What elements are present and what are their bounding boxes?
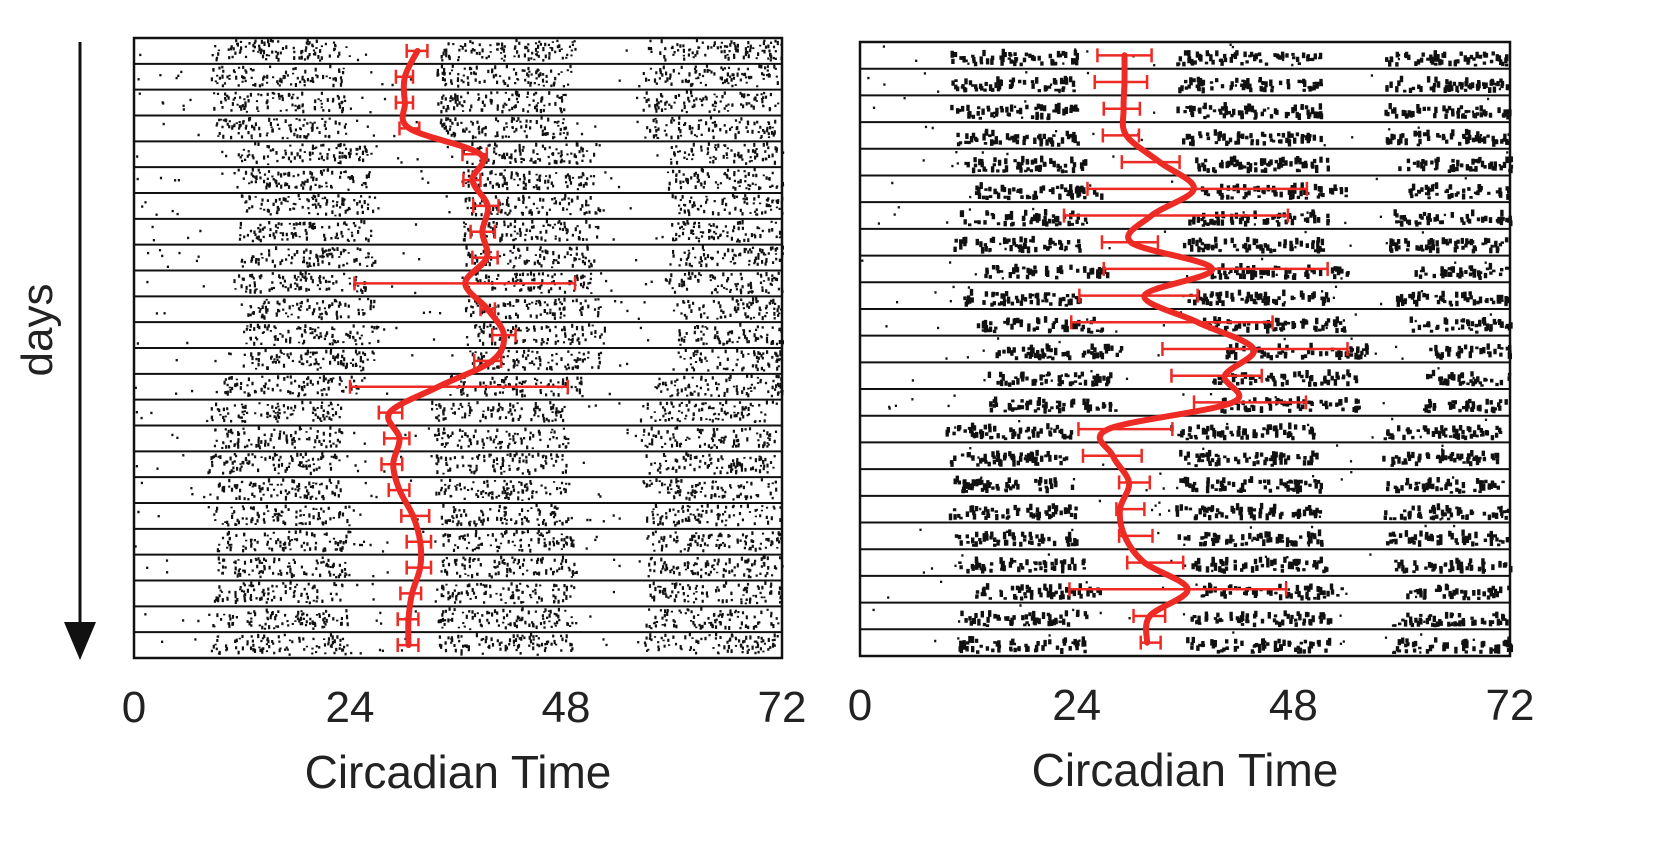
activity-row [888,393,1508,414]
error-bar [348,379,570,394]
error-bar [1102,261,1329,276]
activity-row [934,631,1514,654]
error-bar [1139,635,1162,650]
error-bar [1101,128,1141,143]
activity-row [882,43,1509,67]
x-tick-label: 24 [326,683,375,732]
error-bar [1093,75,1149,90]
activity-row [147,245,784,269]
activity-row [135,399,778,423]
activity-row [134,529,783,553]
x-tick-label: 72 [758,683,807,732]
error-bar [1117,475,1152,490]
activity-row [136,141,785,166]
right-plot-frame [858,40,1512,658]
activity-row [948,499,1511,521]
activity-row [137,503,782,527]
activity-row [137,63,779,88]
days-axis: days [13,42,96,660]
activity-row [887,580,1511,601]
error-bar [1170,368,1263,383]
activity-row [140,478,778,501]
x-tick-label: 0 [122,683,146,732]
activity-row [919,524,1510,547]
activity-row [896,285,1510,307]
days-axis-label: days [13,284,62,377]
activity-row [213,580,783,605]
right-phase-curve [1097,52,1257,646]
activity-row [953,471,1505,494]
left-actogram-panel: 0 24 48 72 Circadian Time [122,36,807,798]
activity-row [953,230,1509,254]
activity-row [136,322,785,346]
error-bar [1192,395,1308,410]
activity-row [155,296,783,321]
activity-row [922,553,1513,574]
right-x-axis-label: Circadian Time [1032,744,1339,796]
error-bar [1077,422,1174,437]
x-tick-label: 48 [1269,681,1318,730]
activity-row [141,193,784,217]
activity-row [135,451,776,476]
activity-row [872,604,1509,628]
error-bar [1068,582,1288,597]
activity-row [161,632,779,656]
activity-row [949,444,1500,468]
activity-row [861,257,1510,280]
right-x-tick-labels: 0 24 48 72 [848,681,1535,730]
error-bar [1086,181,1309,196]
activity-row [144,606,780,631]
x-tick-label: 72 [1486,681,1535,730]
left-row-lines [134,62,782,634]
x-tick-label: 24 [1052,681,1101,730]
activity-row [924,125,1511,147]
error-bar [1062,208,1290,223]
activity-row [136,167,785,191]
left-phase-curve [385,47,508,649]
error-bar [1070,315,1274,330]
error-bar [1078,288,1199,303]
activity-row [911,367,1512,387]
activity-row [867,71,1510,94]
error-bar [1120,155,1181,170]
left-x-axis-label: Circadian Time [305,746,612,798]
left-plot-frame [132,36,784,660]
activity-row [922,151,1514,174]
activity-row [945,417,1503,441]
left-x-tick-labels: 0 24 48 72 [122,683,807,732]
activity-row [138,89,780,114]
activity-row [171,426,778,450]
activity-row [151,219,783,243]
error-bar [1125,555,1185,570]
days-arrow-head [64,622,96,660]
x-tick-label: 48 [542,683,591,732]
left-activity-marks [134,38,785,656]
activity-row [872,97,1512,121]
activity-row [162,115,777,140]
x-tick-label: 0 [848,681,872,730]
activity-row [139,38,783,62]
activity-row [146,554,784,579]
right-actogram-panel: 0 24 48 72 Circadian Time [848,40,1535,796]
